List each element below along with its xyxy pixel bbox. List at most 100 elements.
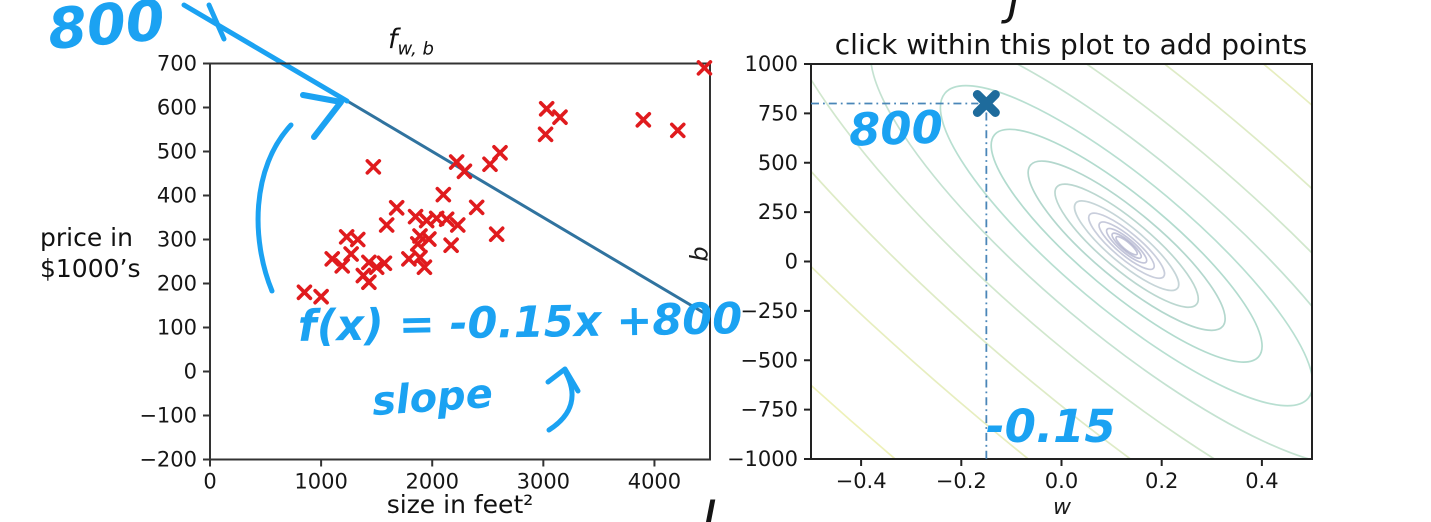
house-data-point xyxy=(456,163,473,180)
right-x-tick-label: 0.4 xyxy=(1245,469,1278,493)
left-y-axis-label: price in $1000’s xyxy=(40,222,141,285)
left-y-tick-label: 400 xyxy=(157,184,197,208)
ink-line-extension xyxy=(181,2,350,104)
house-data-point xyxy=(296,284,313,301)
house-data-point xyxy=(378,217,395,233)
handwritten-equation: f(x) = -0.15x +800 xyxy=(297,294,743,352)
contour-ring xyxy=(1105,227,1148,264)
right-y-axis-label: b xyxy=(685,246,714,262)
right-x-tick-label: 0.2 xyxy=(1145,469,1178,493)
house-data-point xyxy=(488,226,505,243)
contour-ring xyxy=(811,64,1312,459)
contour-ring xyxy=(1115,235,1139,256)
house-data-point xyxy=(361,254,377,271)
handwritten-slope-word: slope xyxy=(370,370,495,426)
house-data-point xyxy=(449,217,466,233)
handwritten-b-800: 800 xyxy=(848,100,944,157)
house-data-point xyxy=(412,249,428,266)
right-y-tick-label: −250 xyxy=(740,299,798,323)
house-data-point xyxy=(443,237,459,254)
house-data-point xyxy=(468,199,485,216)
house-data-point xyxy=(438,211,455,228)
left-y-tick-label: 300 xyxy=(157,228,197,252)
contour-ring xyxy=(811,64,1312,459)
contour-ring xyxy=(869,64,1312,459)
house-data-point xyxy=(435,186,452,203)
right-y-tick-label: −750 xyxy=(740,398,798,422)
right-y-tick-label: 500 xyxy=(758,151,798,175)
right-x-axis-label: w xyxy=(1053,495,1071,520)
left-y-axis-label-line1: price in xyxy=(40,223,133,252)
handwritten-w-minus015: -0.15 xyxy=(986,400,1116,453)
house-data-point xyxy=(313,288,329,305)
house-data-point xyxy=(669,122,686,139)
contour-ring xyxy=(1098,221,1156,271)
ink-slope-arrow-head xyxy=(545,366,581,394)
left-plot-title: fw, b xyxy=(388,24,434,60)
house-data-point xyxy=(696,60,713,76)
house-data-point xyxy=(421,231,437,247)
model-line xyxy=(283,62,711,318)
house-data-point xyxy=(361,274,377,290)
house-data-point xyxy=(376,255,393,272)
house-data-point xyxy=(334,258,351,274)
contour-ring xyxy=(990,128,1263,363)
house-data-point xyxy=(416,259,433,276)
contour-ring xyxy=(1111,232,1143,260)
contour-ring xyxy=(1027,160,1226,332)
house-data-point xyxy=(537,126,554,143)
left-y-tick-label: 200 xyxy=(157,272,197,296)
house-data-point xyxy=(635,112,652,128)
left-x-tick-label: 1000 xyxy=(294,470,347,494)
house-data-point xyxy=(407,208,424,225)
contour-ring xyxy=(939,84,1312,407)
house-data-point xyxy=(492,145,508,161)
right-y-tick-label: −1000 xyxy=(727,447,798,471)
left-plot-title-sub: w, b xyxy=(397,38,434,60)
house-data-point xyxy=(349,231,366,248)
right-plot-title: click within this plot to add points xyxy=(834,28,1308,61)
selected-point-marker[interactable] xyxy=(972,90,1000,117)
house-data-point xyxy=(388,200,405,216)
ink-curved-arrow-head xyxy=(300,92,344,140)
right-x-tick-label: 0.0 xyxy=(1045,469,1078,493)
right-y-tick-label: 750 xyxy=(758,101,798,125)
house-data-point xyxy=(365,159,382,175)
left-y-tick-label: −200 xyxy=(139,448,197,472)
right-y-tick-label: 0 xyxy=(785,250,798,274)
left-x-tick-label: 0 xyxy=(203,470,216,494)
left-y-tick-label: −100 xyxy=(139,404,197,428)
contour-ring xyxy=(1073,200,1180,292)
left-y-tick-label: 500 xyxy=(157,140,197,164)
house-data-point xyxy=(552,109,568,125)
ink-curved-arrow-shaft xyxy=(255,122,294,294)
left-y-tick-label: 100 xyxy=(157,316,197,340)
left-x-tick-label: 4000 xyxy=(628,470,681,494)
house-data-point xyxy=(343,246,359,262)
right-x-tick-label: −0.2 xyxy=(936,469,987,493)
contour-ring xyxy=(811,64,1312,459)
right-x-tick-label: −0.4 xyxy=(836,469,887,493)
house-data-point xyxy=(324,251,341,267)
left-y-tick-label: 600 xyxy=(157,96,197,120)
contour-ring xyxy=(1054,183,1200,309)
right-y-tick-label: 1000 xyxy=(745,52,798,76)
left-x-axis-label: size in feet² xyxy=(386,490,534,519)
contour-ring xyxy=(1087,212,1166,280)
house-data-point xyxy=(368,259,385,276)
right-y-tick-label: −500 xyxy=(740,348,798,372)
left-y-tick-label: 700 xyxy=(157,52,197,76)
right-y-tick-label: 250 xyxy=(758,200,798,224)
left-plot-frame xyxy=(209,62,711,461)
left-y-axis-label-line2: $1000’s xyxy=(40,254,141,284)
cost-function-j-symbol: J xyxy=(1008,0,1021,25)
left-x-tick-label: 3000 xyxy=(517,470,570,494)
house-data-point xyxy=(538,101,555,117)
partial-j-symbol: J xyxy=(702,490,717,522)
handwritten-intercept-800: 800 xyxy=(45,0,168,63)
